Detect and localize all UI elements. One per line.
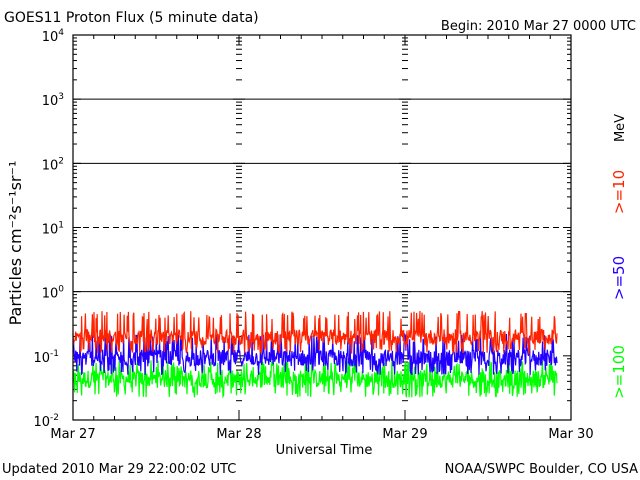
y-tick-label: 100 (42, 285, 65, 302)
chart-title: GOES11 Proton Flux (5 minute data) (4, 10, 259, 26)
y-tick-label: 101 (42, 221, 64, 238)
y-tick-label: 103 (42, 92, 64, 109)
source-credit: NOAA/SWPC Boulder, CO USA (445, 462, 638, 477)
plot-frame (72, 34, 572, 421)
y-tick-label: 102 (42, 156, 64, 173)
legend-entry: >=100 (610, 345, 628, 399)
series-line-2 (72, 360, 558, 399)
updated-timestamp: Updated 2010 Mar 29 22:00:02 UTC (2, 462, 236, 477)
x-axis-label: Universal Time (276, 443, 373, 458)
series-line-1 (72, 333, 558, 376)
x-tick-label: Mar 30 (548, 427, 593, 442)
legend-entry: >=10 (610, 170, 628, 214)
x-tick-label: Mar 29 (382, 427, 427, 442)
x-tick-label: Mar 28 (216, 427, 261, 442)
y-axis-label: Particles cm⁻²s⁻¹sr⁻¹ (6, 161, 25, 326)
legend: >=10 >=50 >=100 (610, 170, 628, 399)
y-tick-label: 10-2 (33, 413, 59, 430)
begin-time: Begin: 2010 Mar 27 0000 UTC (441, 19, 636, 34)
y-tick-label: 10-1 (33, 349, 59, 366)
y-tick-label: 104 (42, 28, 65, 45)
legend-unit-mev: MeV (613, 114, 628, 142)
legend-entry: >=50 (610, 256, 628, 300)
series-line-0 (72, 310, 558, 356)
x-tick-label: Mar 27 (50, 427, 95, 442)
